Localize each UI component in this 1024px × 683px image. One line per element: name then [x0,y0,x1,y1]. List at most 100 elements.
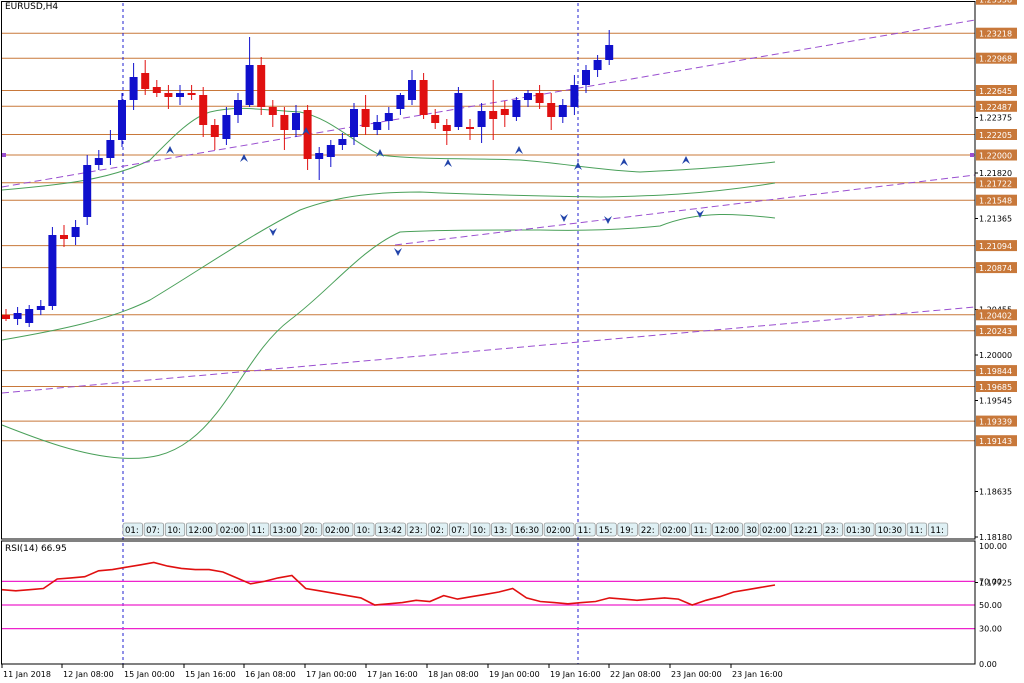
time-axis-label: 11 Jan 2018 [3,670,51,679]
time-tag-box [638,522,659,537]
fractal-down-icon [604,216,612,224]
event-time-tags: 01: 07: 10: 12:00 02:00 11: 13:00 20: 02:00 10: 13… [122,522,949,537]
time-tag-text: 02:00 [762,526,787,536]
time-tag: 12:21 [791,522,822,537]
period-separators [122,3,579,664]
time-tag: 13:00 [270,522,301,537]
candle-body [234,100,242,115]
candle-body [431,115,440,123]
price-level-tag-text: 1.22205 [979,131,1012,140]
candle-body [500,109,509,115]
candle-body [118,100,126,140]
candle-body [141,73,150,89]
candle [373,115,382,135]
candle-body [129,77,138,100]
candle-body [106,140,115,158]
time-tag-box [427,522,449,537]
price-level-tag-text: 1.19685 [979,383,1012,392]
time-axis-label: 19 Jan 00:00 [489,670,540,679]
time-tag-text: 02:00 [220,526,245,536]
time-tag: 01:30 [843,522,875,537]
candle-body [25,309,34,323]
price-level-tag-text: 1.19339 [979,418,1012,427]
candle-body [292,113,300,130]
time-tag-text: 13:42 [378,526,403,536]
time-tag: 12:00 [186,522,217,537]
candle [361,95,370,135]
rsi-axis-label: 30.00 [979,625,1002,634]
candle-body [13,313,22,319]
price-level-tag-box [976,100,1017,112]
time-tag-text: 01: [125,526,139,536]
time-tag: 13: [491,522,512,537]
fractal-up-icon [574,162,582,170]
time-tag-text: 19: [620,526,634,536]
price-level-tag-box [976,365,1017,377]
fractal-up-icon [376,149,384,157]
candle-body [477,111,486,127]
price-level-tag-box [976,194,1017,206]
candle-body [210,125,219,137]
time-tag: 16:30 [512,522,543,537]
price-level-tag-text: 1.21548 [979,197,1012,206]
candle [222,107,231,145]
rsi-line [1,561,776,606]
time-axis-label: 18 Jan 08:00 [428,670,479,679]
candle-body [350,109,358,137]
time-tag-box [122,522,143,537]
price-level-tag-text: 1.20874 [979,264,1012,273]
candle [280,107,289,150]
time-tag-box [743,522,759,537]
price-level-tag: 1.21548 [976,194,1017,206]
time-tag-text: 12:21 [794,526,819,536]
candle-body [83,165,92,217]
fractal-up-icon [240,154,248,162]
price-level-tag-text: 1.21722 [979,179,1012,188]
price-level-tag-box [976,149,1017,161]
candle [257,57,266,115]
candle-body [605,45,614,60]
fractal-down-icon [560,214,568,222]
price-axis-label: 1.17725 [979,579,1012,588]
candle-body [396,95,405,109]
time-tag: 23: [406,522,428,537]
time-tag: 02:00 [217,522,249,537]
candle [36,300,45,315]
candle-body [176,93,184,97]
time-tag-box [659,522,691,537]
left-marker-icon [2,153,6,157]
candle-body [454,93,463,127]
candle [384,107,393,130]
time-tag-text: 02: [430,526,444,536]
time-axis-label: 17 Jan 16:00 [367,670,418,679]
time-tag-box [375,522,406,537]
time-tag-text: 23: [409,526,423,536]
candle-body [199,95,208,125]
time-tag-text: 07: [451,526,465,536]
candle [582,65,590,93]
time-tag-text: 11: [930,526,944,536]
band-upper-line [1,107,776,191]
time-tag: 07: [448,522,470,537]
price-level-tag: 1.19143 [976,435,1017,447]
candle [326,140,335,167]
fractal-arrows [166,127,704,256]
candle [48,227,57,310]
price-level-tag-text: 1.19844 [979,367,1012,376]
price-level-tag-box [976,27,1017,39]
candle [129,63,138,110]
rsi-panel [1,561,975,630]
time-tag: 10: [354,522,375,537]
candlesticks [2,30,614,327]
candle [94,150,103,170]
time-tag-box [512,522,543,537]
time-tag-box [322,522,354,537]
time-tag-box [712,522,743,537]
price-axis-label: 1.19545 [979,397,1012,406]
candle-body [152,87,161,93]
channel-line [1,306,976,394]
candle-body [245,65,254,105]
candle [524,90,532,107]
time-tag-box [448,522,470,537]
